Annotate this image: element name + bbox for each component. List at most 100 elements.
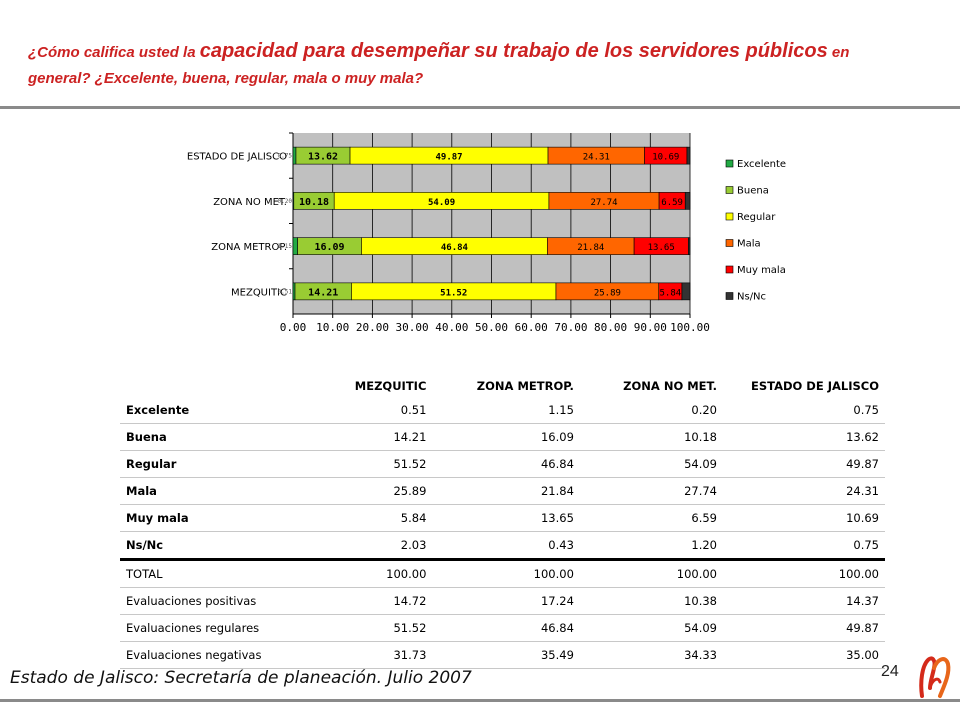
data-table: MEZQUITIC ZONA METROP. ZONA NO MET. ESTADO … — [120, 355, 885, 669]
bar-segment — [684, 192, 691, 210]
title-part-1: ¿Cómo califica usted la — [28, 44, 200, 61]
bar-segment — [292, 282, 296, 301]
table-cell: 0.43 — [432, 531, 580, 561]
table-cell: 24.31 — [723, 477, 885, 505]
data-label: 5.84 — [660, 288, 682, 298]
row-label: Evaluaciones positivas — [120, 587, 320, 615]
table-cell: 6.59 — [579, 504, 723, 532]
data-label: 10.18 — [299, 197, 329, 208]
table-cell: 51.52 — [319, 614, 433, 642]
category-label: ESTADO DE JALISCO — [187, 152, 287, 163]
table-cell: 14.21 — [319, 423, 433, 451]
table-cell: 51.52 — [319, 450, 433, 478]
data-label: 24.31 — [583, 153, 610, 163]
table-cell: 14.37 — [723, 587, 885, 615]
x-tick-label: 40.00 — [435, 321, 468, 334]
table-cell: 27.74 — [579, 477, 723, 505]
legend-swatch — [725, 265, 734, 274]
x-tick-label: 90.00 — [634, 321, 667, 334]
x-tick-label: 50.00 — [475, 321, 508, 334]
data-label: 27.74 — [590, 198, 617, 208]
bar-segment — [681, 282, 691, 301]
stacked-bar-chart: 0.00 10.00 20.00 30.00 40.00 50.00 60.00 70.00 8… — [187, 132, 786, 334]
table-column-header: ESTADO DE JALISCO — [750, 379, 879, 393]
data-label: 46.84 — [441, 243, 469, 253]
row-label: Evaluaciones regulares — [120, 614, 320, 642]
table-column-header: ZONA NO MET. — [623, 379, 717, 393]
x-tick-label: 30.00 — [396, 321, 429, 334]
table-header-row: MEZQUITIC ZONA METROP. ZONA NO MET. ESTADO … — [120, 355, 885, 397]
table-row: Evaluaciones regulares 51.52 46.84 54.09 49.… — [120, 614, 885, 642]
category-label: ZONA NO MET. — [213, 197, 287, 208]
table-cell: 16.09 — [432, 423, 580, 451]
data-label: 14.21 — [308, 287, 338, 298]
table-cell: 0.75 — [723, 531, 885, 561]
table-cell: 0.51 — [319, 397, 433, 424]
row-label: Regular — [120, 450, 320, 478]
x-tick-label: 10.00 — [316, 321, 349, 334]
category-label: MEZQUITIC — [231, 287, 287, 298]
x-tick-label: 60.00 — [515, 321, 548, 334]
table-row: Ns/Nc 2.03 0.43 1.20 0.75 — [120, 531, 885, 561]
table-cell: 35.49 — [432, 641, 580, 669]
table-cell: 54.09 — [579, 450, 723, 478]
table-cell: 0.20 — [579, 397, 723, 424]
table-body: Excelente 0.51 1.15 0.20 0.75 Buena 14.21 16.09… — [120, 397, 885, 669]
bottom-divider — [0, 699, 960, 702]
table-column-header: ZONA METROP. — [476, 379, 574, 393]
table-row: Muy mala 5.84 13.65 6.59 10.69 — [120, 504, 885, 532]
legend-swatch — [725, 212, 734, 221]
row-label: TOTAL — [120, 559, 320, 588]
table-cell: 100.00 — [723, 559, 885, 588]
legend-swatch — [725, 292, 734, 300]
table-header: MEZQUITIC ZONA METROP. ZONA NO MET. ESTADO … — [120, 355, 885, 397]
table-row: Mala 25.89 21.84 27.74 24.31 — [120, 477, 885, 505]
data-label: 10.69 — [652, 153, 679, 163]
data-label: 0.75 — [278, 153, 293, 160]
title-part-3: en general? ¿Excelente, buena, regular, … — [28, 44, 850, 87]
bar-segment — [292, 146, 297, 165]
table-cell: 34.33 — [579, 641, 723, 669]
table-cell: 46.84 — [432, 614, 580, 642]
data-label: 13.62 — [308, 152, 338, 163]
table-cell: 54.09 — [579, 614, 723, 642]
data-label: 16.09 — [314, 242, 344, 253]
table-cell: 49.87 — [723, 614, 885, 642]
table-cell: 25.89 — [319, 477, 433, 505]
x-tick-label: 100.00 — [670, 321, 710, 334]
data-label: 13.65 — [648, 243, 675, 253]
bar-segment — [686, 146, 691, 165]
table-cell: 14.72 — [319, 587, 433, 615]
bar-segment — [687, 237, 691, 255]
table-cell: 100.00 — [579, 559, 723, 588]
row-label: Ns/Nc — [120, 531, 320, 561]
data-label: 0.51 — [278, 288, 293, 295]
table-cell: 46.84 — [432, 450, 580, 478]
legend-entry: Muy mala — [737, 265, 786, 276]
table-cell: 5.84 — [319, 504, 433, 532]
table-row: Excelente 0.51 1.15 0.20 0.75 — [120, 397, 885, 424]
data-label: 51.52 — [440, 288, 467, 298]
legend-swatch — [725, 159, 734, 168]
table-cell: 35.00 — [723, 641, 885, 669]
table-cell: 13.62 — [723, 423, 885, 451]
page-title: ¿Cómo califica usted la capacidad para d… — [28, 38, 888, 92]
data-label: 21.84 — [577, 243, 604, 253]
table-cell: 100.00 — [319, 559, 433, 588]
table-cell: 10.69 — [723, 504, 885, 532]
x-tick-label: 80.00 — [594, 321, 627, 334]
legend-entry: Mala — [737, 239, 761, 250]
table-cell: 1.15 — [432, 397, 580, 424]
source-footer: Estado de Jalisco: Secretaría de planeac… — [10, 668, 472, 688]
table-row: TOTAL 100.00 100.00 100.00 100.00 — [120, 559, 885, 588]
table-column-header: MEZQUITIC — [354, 379, 427, 393]
data-label: 54.09 — [428, 198, 455, 208]
table-cell: 100.00 — [432, 559, 580, 588]
table-cell: 2.03 — [319, 531, 433, 561]
table-cell: 13.65 — [432, 504, 580, 532]
row-label: Mala — [120, 477, 320, 505]
data-label: 0.20 — [278, 198, 293, 205]
jalisco-logo-icon — [919, 656, 951, 698]
table-row: Evaluaciones negativas 31.73 35.49 34.33 35.… — [120, 641, 885, 669]
page-number: 24 — [881, 663, 899, 680]
